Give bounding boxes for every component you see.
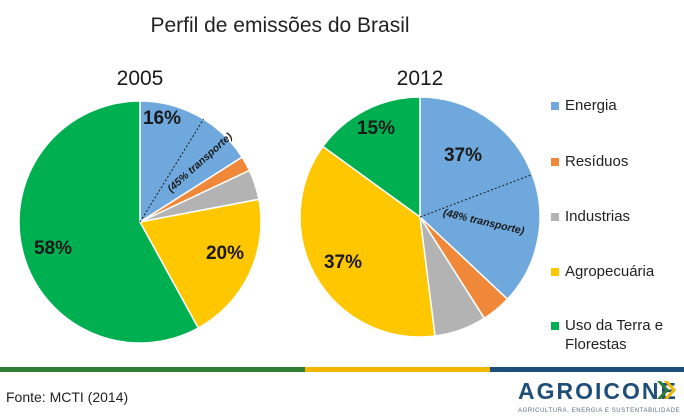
legend-label: Energia [565,97,617,114]
pie-slice [299,145,436,338]
page-title: Perfil de emissões do Brasil [150,14,410,37]
legend-item: Resíduos [551,152,684,171]
pie-slice [321,96,421,219]
legend-item: Uso da Terra e Florestas [551,316,684,354]
footer-color-bar [0,367,684,372]
logo-tagline: AGRICULTURA, ENERGIA E SUSTENTABILIDADE [518,408,680,414]
footer-bar-yellow [305,367,490,372]
transport-divider [419,174,533,218]
legend-item: Industrias [551,207,684,226]
slice-value-label: 20% [206,243,244,264]
legend-swatch [551,322,559,330]
transport-divider [139,118,204,223]
footer-bar-green [0,367,305,372]
pie-slice [139,100,244,224]
pie-year-title: 2012 [397,67,444,90]
legend-swatch [551,213,559,221]
legend-label: Agropecuária [565,263,655,280]
legend-label: Industrias [565,208,631,225]
legend-item: Energia [551,96,684,115]
pie-slice [419,96,541,301]
legend-swatch [551,158,559,166]
footer-bar-blue [490,367,684,372]
logo-chevron-icon-2 [657,381,669,399]
legend-swatch [551,268,559,276]
legend-label: Resíduos [565,153,629,170]
slice-value-label: 37% [444,145,482,166]
pie-slice [138,198,262,330]
legend-item: Agropecuária [551,262,684,281]
legend-label: Uso da Terra e Florestas [565,317,664,353]
source-note: Fonte: MCTI (2014) [6,389,129,405]
slice-value-label: 16% [143,108,181,129]
logo-wordmark: AGROICONE [518,378,678,404]
pie-year-title: 2005 [117,67,164,90]
slice-value-label: 15% [357,118,395,139]
legend-swatch [551,102,559,110]
agroicone-logo: AGROICONE AGRICULTURA, ENERGIA E SUSTENT… [518,378,680,414]
logo-chevron-icon [664,381,676,399]
slice-value-label: 58% [34,238,72,259]
slice-value-label: 37% [324,252,362,273]
pie-slice [18,100,200,344]
